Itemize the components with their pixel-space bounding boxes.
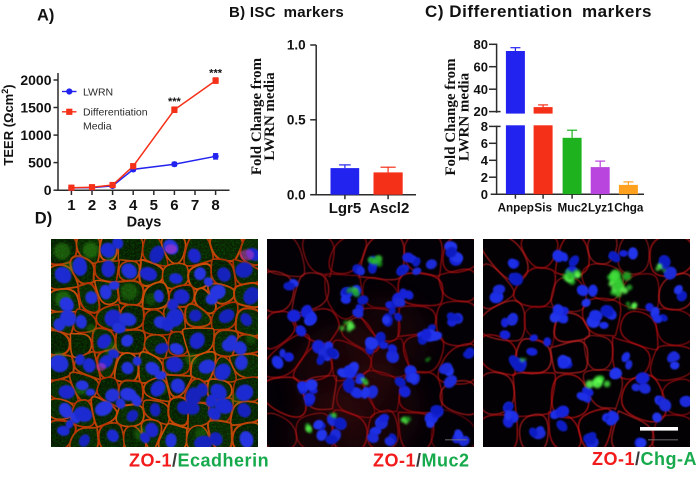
svg-text:Fold Change from: Fold Change from bbox=[249, 57, 265, 175]
svg-text:6: 6 bbox=[170, 197, 178, 214]
svg-text:Lgr5: Lgr5 bbox=[329, 200, 362, 217]
svg-text:Media: Media bbox=[83, 121, 112, 133]
svg-text:0: 0 bbox=[481, 187, 488, 202]
svg-text:0.0: 0.0 bbox=[287, 187, 306, 202]
svg-text:C) Differentiation markers: C) Differentiation markers bbox=[425, 2, 652, 21]
svg-text:1: 1 bbox=[67, 197, 75, 214]
svg-text:Lyz1: Lyz1 bbox=[588, 202, 614, 215]
svg-text:Days: Days bbox=[127, 215, 162, 231]
svg-text:2000: 2000 bbox=[20, 72, 51, 88]
svg-text:LWRN: LWRN bbox=[83, 86, 113, 98]
svg-text:ZO-1/Chg-A: ZO-1/Chg-A bbox=[592, 449, 697, 469]
svg-text:A): A) bbox=[37, 7, 54, 25]
svg-text:***: *** bbox=[168, 96, 182, 108]
svg-text:LWRN media: LWRN media bbox=[457, 72, 473, 161]
svg-text:Sis: Sis bbox=[534, 202, 552, 215]
svg-text:ZO-1/Muc2: ZO-1/Muc2 bbox=[373, 451, 470, 471]
svg-text:40: 40 bbox=[474, 82, 488, 97]
svg-text:20: 20 bbox=[474, 104, 488, 119]
svg-text:7: 7 bbox=[191, 197, 199, 214]
svg-text:1000: 1000 bbox=[20, 127, 51, 143]
svg-text:0: 0 bbox=[44, 182, 52, 198]
svg-text:B) ISC markers: B) ISC markers bbox=[229, 4, 344, 21]
svg-text:D): D) bbox=[35, 210, 52, 228]
svg-text:ZO-1/Ecadherin: ZO-1/Ecadherin bbox=[129, 451, 269, 471]
svg-text:8: 8 bbox=[481, 119, 488, 134]
svg-text:60: 60 bbox=[474, 59, 488, 74]
svg-text:4: 4 bbox=[481, 153, 489, 168]
svg-text:0.5: 0.5 bbox=[287, 113, 306, 128]
svg-text:5: 5 bbox=[150, 197, 158, 214]
svg-text:2: 2 bbox=[88, 197, 96, 214]
svg-text:Chga: Chga bbox=[614, 202, 644, 215]
svg-text:2: 2 bbox=[481, 170, 488, 185]
svg-text:4: 4 bbox=[129, 197, 138, 214]
svg-text:Muc2: Muc2 bbox=[557, 202, 587, 215]
svg-text:3: 3 bbox=[108, 197, 116, 214]
svg-text:Ascl2: Ascl2 bbox=[369, 200, 409, 217]
svg-text:TEER (Ωcm2): TEER (Ωcm2) bbox=[0, 84, 16, 165]
svg-text:1500: 1500 bbox=[20, 100, 51, 116]
svg-text:6: 6 bbox=[481, 136, 488, 151]
svg-text:Differentiation: Differentiation bbox=[83, 107, 148, 119]
svg-text:Fold Change from: Fold Change from bbox=[443, 58, 459, 176]
svg-text:500: 500 bbox=[28, 155, 52, 171]
svg-text:1.0: 1.0 bbox=[287, 38, 306, 53]
svg-text:80: 80 bbox=[474, 37, 488, 52]
svg-text:Anpep: Anpep bbox=[498, 202, 534, 215]
svg-text:LWRN media: LWRN media bbox=[262, 72, 278, 161]
svg-text:8: 8 bbox=[211, 197, 219, 214]
svg-text:***: *** bbox=[209, 68, 223, 80]
